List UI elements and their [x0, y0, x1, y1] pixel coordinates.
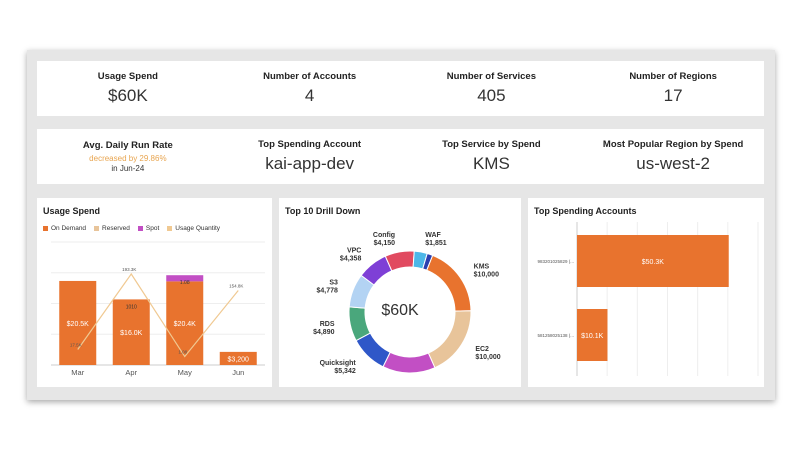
- x-tick-label: May: [178, 368, 192, 377]
- usage-spend-panel: Usage Spend On Demand Reserved Spot Usag…: [37, 198, 272, 387]
- dashboard-frame: Usage Spend $60K Number of Accounts 4 Nu…: [27, 50, 775, 400]
- kpi-label: Number of Regions: [629, 71, 717, 82]
- slice-value-label: $10,000: [475, 354, 500, 361]
- kpi-label: Usage Spend: [97, 71, 158, 82]
- top-accounts-panel: Top Spending Accounts $50.3K 983201025829…: [528, 198, 764, 387]
- legend-item-usage-quantity[interactable]: Usage Quantity: [167, 225, 220, 232]
- kpi-value: KMS: [472, 154, 510, 173]
- drill-down-panel: Top 10 Drill Down KMS $10,000 EC2 $10,000 Qu…: [279, 198, 521, 387]
- account-bar: [577, 235, 729, 287]
- legend-swatch: [167, 226, 173, 231]
- kpi-value: 17: [663, 86, 683, 105]
- slice-value-label: $4,778: [317, 287, 339, 294]
- bar-top-label: 1.08: [180, 280, 190, 286]
- slice-value-label: $1,851: [425, 240, 447, 247]
- bar-value-label: $20.5K: [67, 321, 90, 328]
- slice-value-label: $4,150: [374, 240, 396, 247]
- legend-label: Spot: [145, 225, 160, 232]
- kpi-value: $60K: [108, 86, 148, 105]
- kpi-label: Number of Services: [446, 71, 536, 82]
- bar-value-label: $3,200: [228, 356, 250, 363]
- top-accounts-chart: $50.3K 983201025829 (... $10.1K 58125802513…: [537, 222, 759, 376]
- donut-center-value: $60K: [381, 302, 419, 319]
- run-rate-period: in Jun-24: [111, 164, 145, 173]
- y-tick-label: 581258025138 (...: [537, 333, 574, 338]
- donut-slice: [422, 252, 434, 271]
- bar-on-demand: [112, 299, 150, 365]
- slice-label: WAF: [425, 232, 441, 239]
- line-point-label: 1.08: [178, 350, 187, 355]
- usage-quantity-line: [77, 272, 239, 358]
- bar-value-label: $10.1K: [581, 333, 604, 340]
- legend-swatch: [43, 226, 48, 231]
- kpi-number-of-accounts[interactable]: Number of Accounts 4: [219, 61, 401, 116]
- kpi-row-highlights: Avg. Daily Run Rate decreased by 29.86% …: [37, 129, 764, 184]
- slice-label: KMS: [474, 263, 490, 270]
- panel-title: Top 10 Drill Down: [285, 206, 361, 216]
- drill-down-donut-chart: KMS$10,000EC2$10,000Quicksight$5,342RDS$…: [313, 232, 501, 375]
- kpi-top-spending-account[interactable]: Top Spending Account kai-app-dev: [219, 129, 401, 184]
- legend-label: On Demand: [51, 225, 87, 232]
- account-bar: [577, 309, 608, 361]
- kpi-avg-daily-run-rate[interactable]: Avg. Daily Run Rate decreased by 29.86% …: [37, 129, 219, 184]
- usage-spend-chart: $20.5K Mar $16.0K 1010 Apr $20.4K 1.08 May $3,20…: [51, 241, 265, 377]
- bar-spot: [166, 275, 204, 282]
- legend-swatch: [94, 226, 100, 231]
- bar-on-demand: [59, 280, 97, 365]
- legend-label: Reserved: [102, 225, 130, 232]
- kpi-label: Number of Accounts: [263, 71, 357, 82]
- kpi-value: 4: [304, 86, 315, 105]
- line-point-label: 193.3K: [122, 267, 136, 272]
- line-point-label: 17.5K: [70, 342, 82, 347]
- kpi-value: 405: [477, 86, 506, 105]
- kpi-most-popular-region[interactable]: Most Popular Region by Spend us-west-2: [582, 129, 764, 184]
- kpi-usage-spend[interactable]: Usage Spend $60K: [37, 61, 219, 116]
- kpi-label: Avg. Daily Run Rate: [82, 140, 173, 151]
- x-tick-label: Mar: [71, 368, 84, 377]
- legend-item-on-demand[interactable]: On Demand: [43, 225, 86, 232]
- kpi-value: kai-app-dev: [265, 154, 355, 173]
- slice-label: S3: [329, 279, 338, 286]
- kpi-label: Top Service by Spend: [442, 139, 541, 150]
- slice-label: Config: [373, 232, 395, 239]
- slice-label: VPC: [347, 247, 361, 254]
- bar-value-label: $16.0K: [120, 330, 143, 337]
- y-tick-label: 983201025829 (...: [537, 259, 574, 264]
- slice-value-label: $10,000: [474, 271, 499, 278]
- chart-legend: On Demand Reserved Spot Usage Quantity: [43, 225, 220, 232]
- slice-value-label: $5,342: [334, 368, 356, 375]
- kpi-number-of-regions[interactable]: Number of Regions 17: [582, 61, 764, 116]
- legend-item-spot[interactable]: Spot: [137, 225, 160, 232]
- bar-value-label: $20.4K: [174, 321, 197, 328]
- slice-value-label: $4,358: [340, 255, 362, 262]
- x-tick-label: Jun: [232, 368, 244, 377]
- kpi-value: us-west-2: [636, 154, 710, 173]
- x-tick-label: Apr: [125, 368, 137, 377]
- bar-value-label: $50.3K: [642, 259, 665, 266]
- slice-label: Quicksight: [320, 360, 357, 367]
- legend-item-reserved[interactable]: Reserved: [94, 225, 130, 232]
- slice-value-label: $4,890: [313, 329, 335, 336]
- legend-label: Usage Quantity: [175, 225, 221, 232]
- kpi-row-summary: Usage Spend $60K Number of Accounts 4 Nu…: [37, 61, 764, 116]
- slice-label: EC2: [475, 346, 489, 353]
- line-point-label: 154.8K: [229, 284, 243, 289]
- slice-label: RDS: [320, 321, 335, 328]
- kpi-label: Top Spending Account: [258, 139, 362, 150]
- donut-slice: [382, 351, 436, 374]
- kpi-top-service[interactable]: Top Service by Spend KMS: [401, 129, 583, 184]
- bar-top-label: 1010: [126, 304, 137, 310]
- bar-on-demand: [219, 351, 257, 365]
- panel-title: Top Spending Accounts: [534, 206, 637, 216]
- legend-swatch: [137, 226, 143, 231]
- bar-on-demand: [166, 281, 204, 365]
- kpi-number-of-services[interactable]: Number of Services 405: [401, 61, 583, 116]
- run-rate-change: decreased by 29.86%: [89, 154, 167, 163]
- panel-title: Usage Spend: [43, 206, 101, 216]
- kpi-label: Most Popular Region by Spend: [602, 139, 744, 150]
